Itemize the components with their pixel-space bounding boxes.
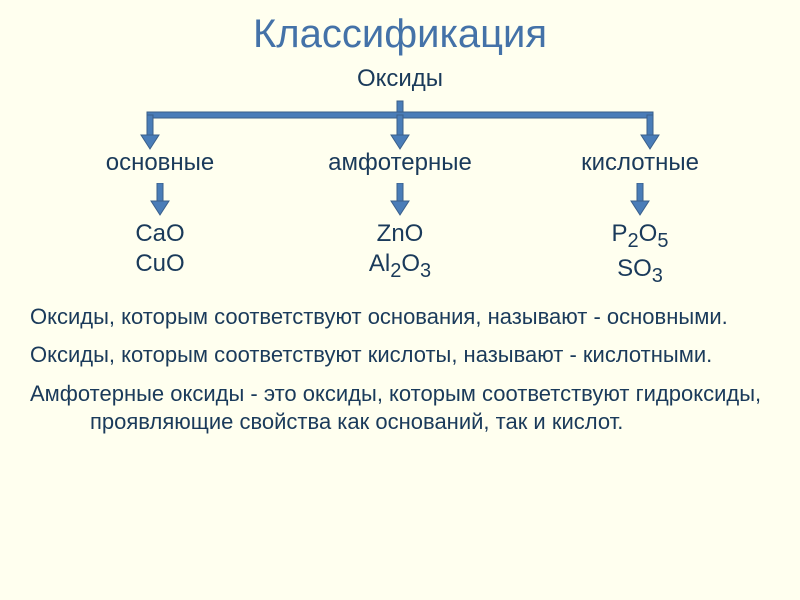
branch-examples: CaOCuO (41, 219, 279, 279)
branch-1: амфотерные ZnOAl2O3 (281, 149, 519, 289)
branch-0: основные CaOCuO (41, 149, 279, 289)
down-arrow-icon (629, 183, 651, 217)
branch-examples: P2O5SO3 (521, 219, 759, 289)
branch-label: амфотерные (281, 149, 519, 177)
down-arrow-icon (149, 183, 171, 217)
definition-2: Амфотерные оксиды - это оксиды, которым … (30, 380, 770, 437)
branches-row: основныеCaOCuOамфотерныеZnOAl2O3кислотны… (0, 149, 800, 289)
branching-connector (80, 93, 720, 153)
definition-0: Оксиды, которым соответствуют основания,… (30, 303, 770, 332)
branch-label: кислотные (521, 149, 759, 177)
slide-title: Классификация (0, 0, 800, 57)
down-arrow-icon (389, 183, 411, 217)
branch-2: кислотные P2O5SO3 (521, 149, 759, 289)
branch-label: основные (41, 149, 279, 177)
definition-1: Оксиды, которым соответствуют кислоты, н… (30, 341, 770, 370)
branch-examples: ZnOAl2O3 (281, 219, 519, 284)
tree-root-label: Оксиды (0, 65, 800, 93)
definitions: Оксиды, которым соответствуют основания,… (0, 289, 800, 437)
